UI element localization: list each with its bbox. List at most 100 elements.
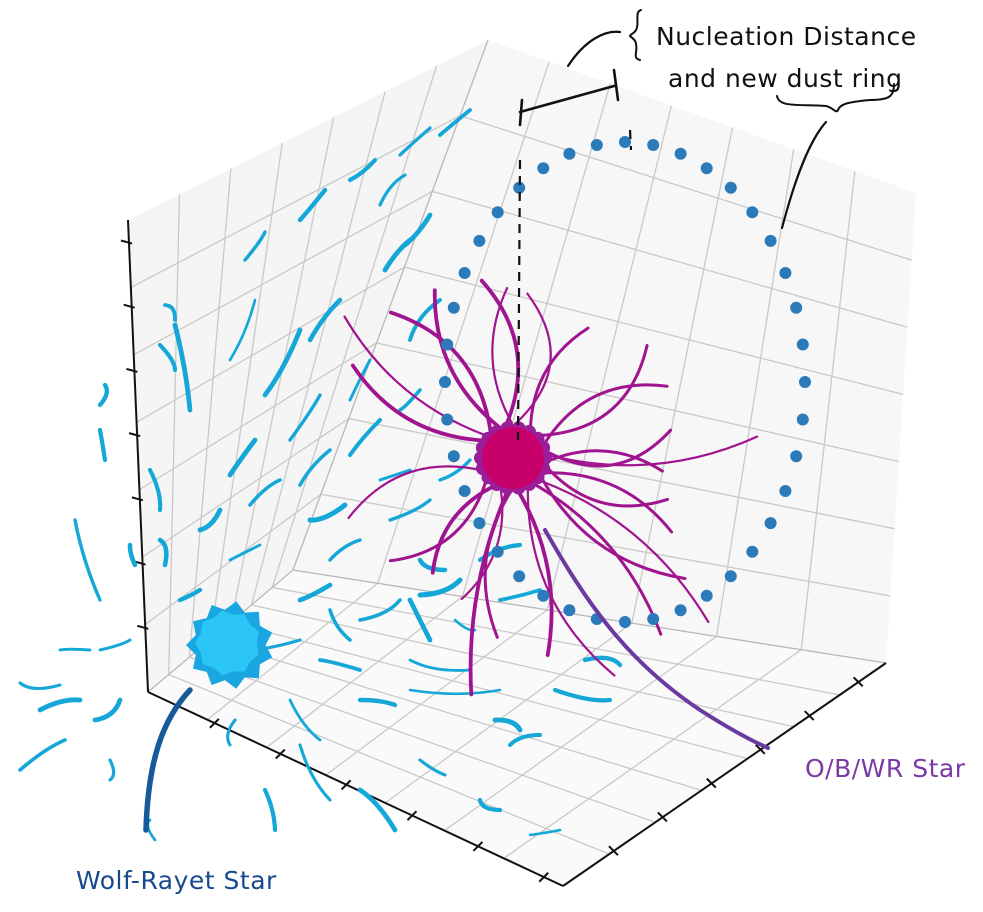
tick (275, 748, 286, 760)
dust-ring-dot (799, 376, 811, 388)
dust-ring-dot (439, 376, 451, 388)
ob-wind-streak (517, 490, 554, 657)
dust-ring-dot (441, 338, 454, 351)
dust-ring-dot (563, 604, 576, 617)
wr-wind-streak (227, 437, 258, 478)
tick (137, 624, 149, 630)
wr-wind-streak (163, 303, 177, 322)
wr-wind-streak (288, 393, 322, 442)
wr-wind-streak (18, 681, 62, 690)
tick (209, 718, 220, 729)
wr-wind-streak (307, 297, 343, 343)
ob-wind-streak (546, 435, 759, 467)
wr-wind-streak (498, 588, 542, 602)
dust-ring-dot (746, 545, 759, 558)
wr-wind-streak (408, 688, 502, 696)
grid-line (139, 342, 377, 491)
grid-line (461, 83, 611, 597)
grid-line (133, 190, 433, 356)
wr-wind-streak (37, 697, 83, 713)
grid-line (141, 418, 350, 558)
ob-wind-streak (543, 383, 669, 445)
dust-ring-dot (746, 206, 759, 219)
wr-wind-streak (418, 758, 447, 777)
dust-ring-dot (447, 301, 460, 314)
ob-wind-streak (543, 471, 674, 534)
wr-wind-streak (347, 417, 383, 458)
ob-wind-streak (347, 465, 482, 519)
ob-star-label: O/B/WR Star (805, 754, 966, 783)
tick (538, 872, 549, 883)
wr-wind-streak (582, 655, 623, 668)
dust-ring-dot (796, 413, 809, 426)
wr-wind-streak (197, 507, 223, 533)
grid-line (136, 266, 405, 423)
grid-line (188, 168, 232, 658)
wr-wind-streak (552, 687, 613, 703)
wr-wind-streak (528, 828, 562, 837)
grid-line (168, 194, 181, 675)
wr-wind-streak (357, 787, 398, 833)
dust-ring-dot (590, 139, 603, 151)
wr-wind-streak (408, 658, 472, 672)
wr-wind-streak (18, 738, 67, 772)
dust-ring-dot (458, 267, 471, 279)
ob-wind-streak (538, 479, 710, 623)
wr-wind-streak (357, 697, 398, 708)
wr-star-pointer (143, 687, 193, 833)
wr-wind-streak (262, 327, 303, 398)
grid-line (251, 604, 794, 728)
wr-wind-streak (388, 498, 432, 522)
ob-wind-streak (529, 326, 590, 430)
wr-wind-streak (417, 557, 448, 573)
dust-ring-dot (447, 450, 460, 463)
tick (472, 841, 484, 852)
wr-wind-streak (58, 647, 92, 652)
wr-wind-streak (318, 658, 362, 672)
dust-ring-dot (724, 181, 737, 194)
wr-wind-streak (348, 358, 372, 402)
dust-ring-dot (441, 413, 454, 426)
dust-ring-dot (779, 267, 792, 279)
dust-ring-dot (796, 338, 809, 351)
wr-wind-streak (147, 467, 163, 513)
wr-wind-streak (297, 582, 333, 603)
dust-ring-dot (647, 613, 660, 625)
wolf-rayet-star-label: Wolf-Rayet Star (76, 866, 277, 895)
grid-line (546, 105, 673, 611)
ob-wind-streak (534, 483, 663, 636)
wr-wind-streak (307, 502, 348, 523)
wr-wind-streak (297, 187, 328, 223)
grid-line (432, 190, 908, 328)
grid-line (168, 673, 610, 855)
wr-wind-streak (92, 697, 123, 723)
tick (803, 710, 815, 721)
nucleation-dashed-line (516, 129, 633, 441)
dust-ring-dot (458, 485, 471, 497)
dust-ring-label: and new dust ring (668, 64, 903, 93)
ob-star-pointer (543, 528, 770, 750)
wr-wind-streak (73, 518, 102, 602)
dust-ring-dot (513, 181, 526, 194)
dust-ring-dot (473, 234, 486, 247)
wr-wind-streak (438, 458, 472, 482)
dust-ring-dot (779, 485, 792, 497)
grid-line (800, 171, 856, 650)
wr-wind-streak (228, 543, 262, 562)
grid-line (444, 635, 717, 832)
grid-line (377, 61, 550, 584)
wr-wind-streak (97, 382, 109, 408)
wr-wind-streak (347, 157, 378, 183)
pane-edge (292, 39, 489, 571)
tick (123, 303, 135, 309)
dust-ring-dot (563, 147, 576, 160)
wr-wind-streak (477, 797, 503, 813)
ob-wind-streak (389, 310, 493, 434)
tick (128, 432, 141, 438)
wolf-rayet-star-core (195, 610, 259, 676)
wr-wind-streak (378, 173, 407, 207)
grid-line (459, 115, 912, 261)
nucleation-bracket (518, 68, 620, 127)
tick (657, 811, 668, 823)
